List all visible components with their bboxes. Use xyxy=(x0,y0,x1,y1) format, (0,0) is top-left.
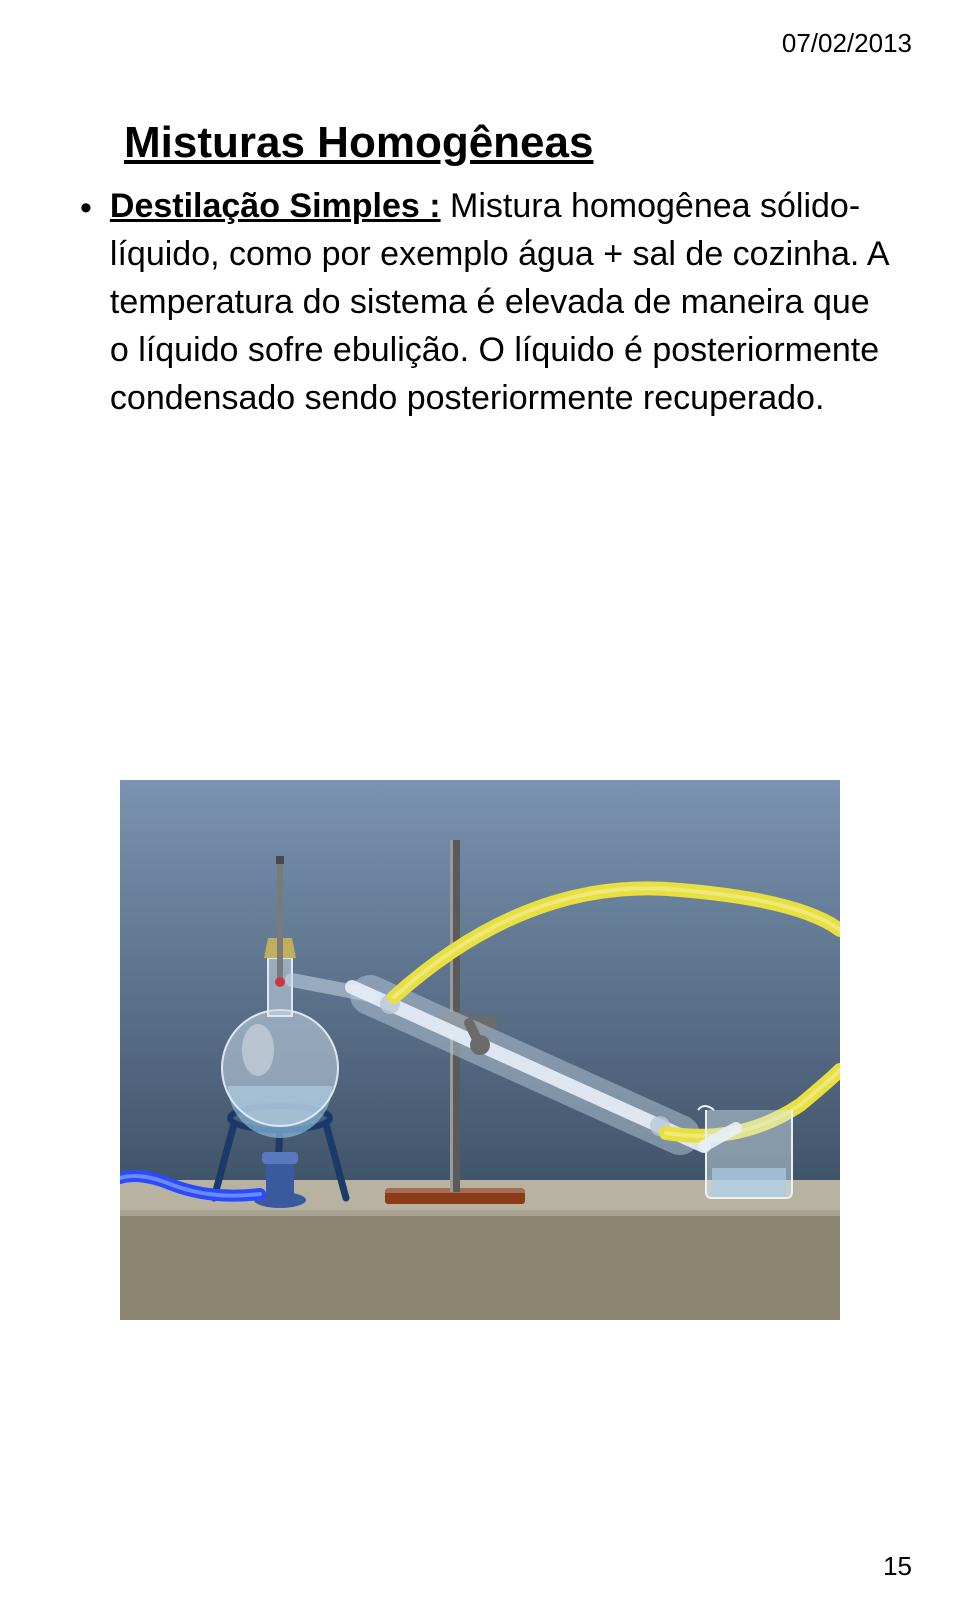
page-number: 15 xyxy=(883,1551,912,1582)
lead-term: Destilação Simples : xyxy=(110,187,441,225)
bullet-marker: • xyxy=(80,184,92,232)
body-paragraph: Destilação Simples : Mistura homogênea s… xyxy=(110,182,890,422)
page-date: 07/02/2013 xyxy=(782,28,912,59)
content-block: Misturas Homogêneas • Destilação Simples… xyxy=(70,118,890,422)
bullet-item: • Destilação Simples : Mistura homogênea… xyxy=(80,182,890,422)
page-title: Misturas Homogêneas xyxy=(124,118,890,168)
distillation-diagram xyxy=(120,780,840,1320)
